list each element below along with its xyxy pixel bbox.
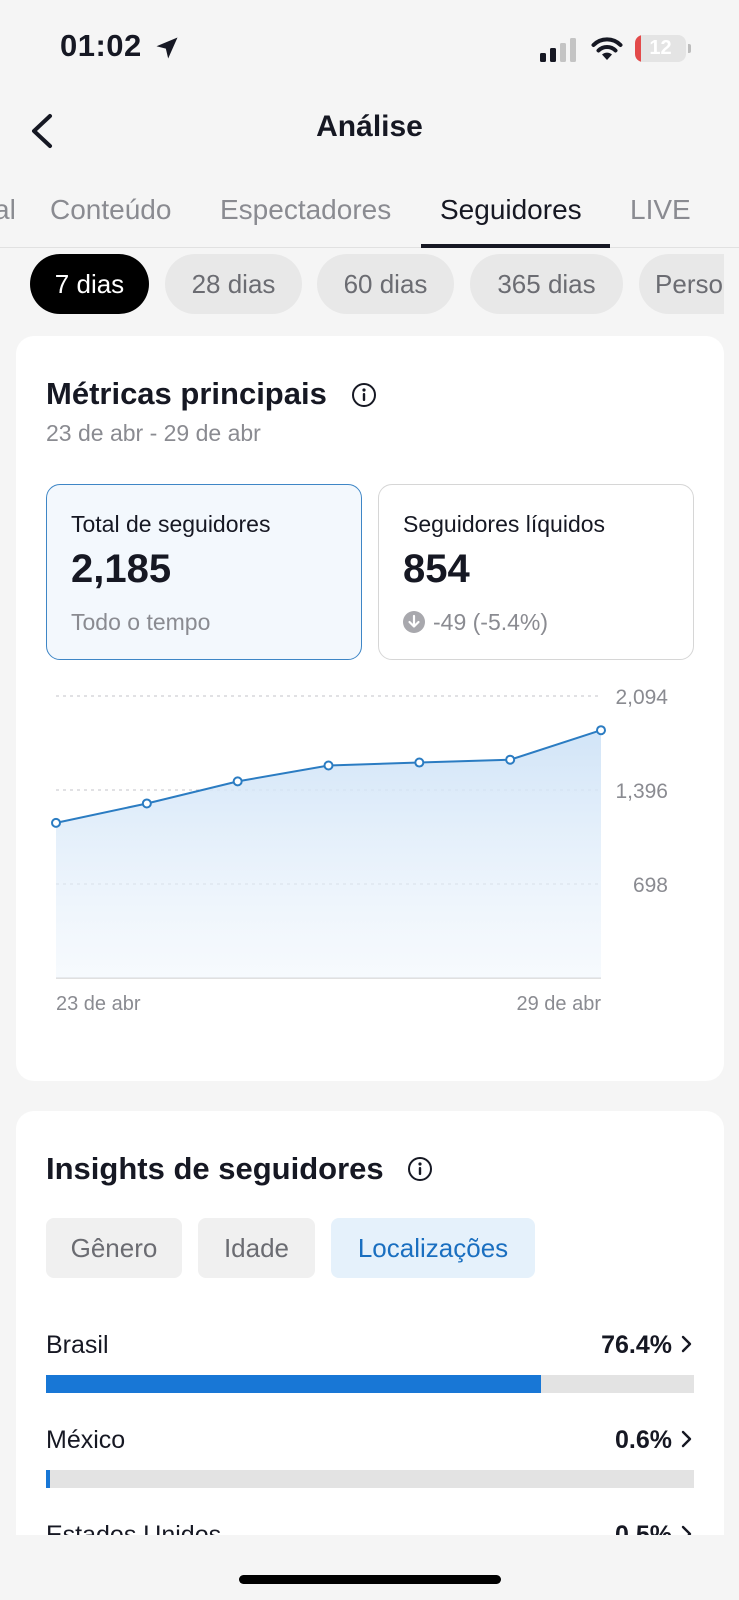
chevron-right-icon — [681, 1430, 692, 1448]
tab-overview[interactable]: al — [0, 194, 16, 225]
net-followers-value: 854 — [403, 547, 470, 591]
status-bar: 01:02 12 — [0, 0, 739, 96]
follower-insights-card: Insights de seguidores Gênero Idade Loca… — [16, 1111, 724, 1600]
cellular-signal-icon — [540, 38, 576, 62]
chart-point — [141, 798, 152, 809]
total-followers-box[interactable]: Total de seguidores 2,185 Todo o tempo — [46, 484, 362, 660]
nav-header: Análise — [0, 96, 739, 166]
range-7-days[interactable]: 7 dias — [30, 254, 149, 314]
location-arrow-icon — [156, 37, 178, 59]
x-tick-label: 23 de abr — [56, 993, 141, 1015]
tab-viewers[interactable]: Espectadores — [220, 194, 392, 225]
back-chevron-icon[interactable] — [22, 106, 62, 156]
location-percentage: 0.6% — [615, 1426, 694, 1455]
chevron-right-icon — [681, 1335, 692, 1353]
location-bar-fill — [46, 1375, 542, 1393]
analytics-tabs: al Conteúdo Espectadores Seguidores LIVE — [0, 180, 739, 248]
location-bar-track — [46, 1470, 694, 1488]
tab-live[interactable]: LIVE — [630, 194, 691, 225]
chart-point — [414, 757, 425, 768]
wifi-icon — [591, 37, 623, 60]
metrics-date-range: 23 de abr - 29 de abr — [46, 420, 261, 446]
location-row[interactable]: México 0.6% — [46, 1426, 694, 1498]
tab-followers[interactable]: Seguidores — [440, 194, 582, 225]
tab-content[interactable]: Conteúdo — [50, 194, 172, 225]
date-range-selector: 7 dias 28 dias 60 dias 365 dias Perso — [0, 254, 724, 314]
location-row[interactable]: Brasil 76.4% — [46, 1331, 694, 1403]
chart-point — [51, 817, 61, 828]
segment-age[interactable]: Idade — [198, 1218, 315, 1278]
chart-area-fill — [56, 730, 601, 978]
location-bar-fill — [46, 1470, 50, 1488]
chart-point — [323, 760, 334, 771]
segment-gender[interactable]: Gênero — [46, 1218, 182, 1278]
location-percentage: 76.4% — [601, 1331, 694, 1360]
x-tick-label: 29 de abr — [516, 993, 601, 1015]
location-bar-track — [46, 1375, 694, 1393]
info-icon[interactable] — [407, 1156, 433, 1182]
page-title: Análise — [316, 110, 423, 143]
net-followers-change-text: -49 (-5.4%) — [433, 609, 549, 635]
range-365-days[interactable]: 365 dias — [470, 254, 623, 314]
location-name: Brasil — [46, 1331, 109, 1359]
location-name: México — [46, 1426, 126, 1454]
bottom-safe-area — [0, 1535, 739, 1600]
active-tab-indicator — [421, 244, 610, 248]
y-tick-label: 2,094 — [615, 686, 668, 709]
info-icon[interactable] — [351, 382, 377, 408]
total-followers-label: Total de seguidores — [71, 511, 271, 537]
total-followers-value: 2,185 — [71, 547, 172, 591]
battery-level: 12 — [649, 37, 672, 59]
range-28-days[interactable]: 28 dias — [165, 254, 302, 314]
chart-point — [232, 776, 243, 787]
follower-insights-title: Insights de seguidores — [46, 1151, 384, 1186]
battery-icon: 12 — [635, 35, 691, 62]
range-60-days[interactable]: 60 dias — [317, 254, 454, 314]
arrow-down-circle-icon — [403, 611, 425, 633]
segment-locations[interactable]: Localizações — [331, 1218, 535, 1278]
chart-point — [505, 754, 516, 765]
followers-chart: 2,094 1,396 698 23 de abr 29 de abr — [51, 686, 668, 1015]
chart-point — [596, 725, 606, 736]
key-metrics-card: Métricas principais 23 de abr - 29 de ab… — [16, 336, 724, 1081]
total-followers-sub: Todo o tempo — [71, 609, 211, 635]
net-followers-box[interactable]: Seguidores líquidos 854 -49 (-5.4%) — [378, 484, 694, 660]
net-followers-label: Seguidores líquidos — [403, 511, 606, 537]
key-metrics-title: Métricas principais — [46, 376, 327, 411]
home-indicator — [239, 1575, 501, 1584]
y-tick-label: 1,396 — [615, 780, 668, 803]
range-custom[interactable]: Perso — [639, 254, 724, 314]
y-tick-label: 698 — [633, 874, 668, 897]
net-followers-change: -49 (-5.4%) — [403, 609, 548, 636]
status-time: 01:02 — [60, 28, 142, 63]
